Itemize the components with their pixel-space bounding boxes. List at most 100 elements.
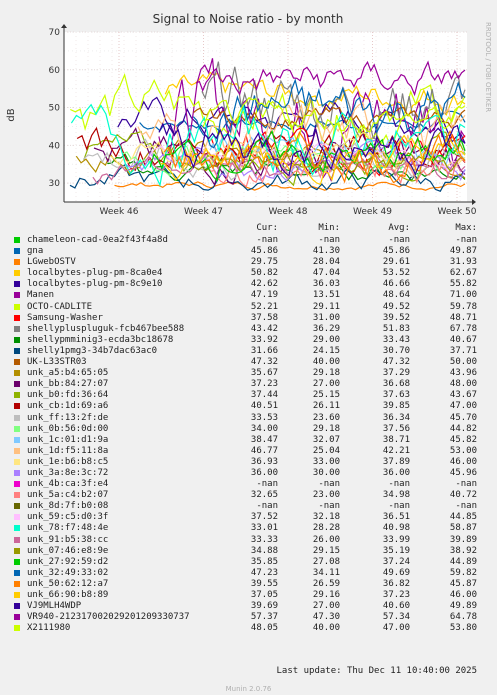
y-tick-label: 60 — [49, 66, 61, 76]
legend-swatch — [14, 436, 20, 443]
legend-avg-value: 49.69 — [382, 567, 410, 578]
legend-avg-value: -nan — [388, 501, 410, 512]
legend-avg-value: 39.52 — [382, 312, 410, 323]
legend-swatch — [14, 425, 20, 432]
legend-max-value: -nan — [455, 501, 477, 512]
legend-avg-value: 40.60 — [382, 601, 410, 612]
legend-row: unk_27:92:59:d2 35.85 27.08 37.24 44.89 — [0, 557, 497, 568]
legend-swatch — [14, 292, 20, 299]
legend-series-name: UK-L33STR03 — [27, 357, 87, 368]
legend-swatch — [14, 237, 20, 243]
legend-row: localbytes-plug-pm-8ca0e4 50.82 47.04 53.52… — [0, 268, 497, 279]
legend-header-min: Min: — [318, 223, 340, 233]
legend-min-value: 36.29 — [312, 323, 340, 334]
legend-min-value: 40.00 — [312, 357, 340, 368]
legend-avg-value: 33.43 — [382, 334, 410, 345]
legend-avg-value: 34.98 — [382, 490, 410, 501]
series-line — [70, 72, 466, 151]
legend-cur-value: 37.23 — [250, 379, 278, 390]
legend-swatch — [14, 569, 20, 576]
chart-title: Signal to Noise ratio - by month — [153, 12, 344, 26]
legend-cur-value: 33.92 — [250, 334, 278, 345]
legend-series-name: unk_78:f7:48:4e — [27, 523, 109, 534]
munin-version: Munin 2.0.76 — [225, 685, 272, 693]
legend-row: VJ9MLH4WDP 39.69 27.00 40.60 49.89 — [0, 601, 497, 612]
legend-avg-value: 47.32 — [382, 357, 410, 368]
legend-swatch — [14, 614, 20, 621]
legend-min-value: 29.00 — [312, 334, 340, 345]
legend-max-value: 37.71 — [449, 345, 477, 356]
legend-header-max: Max: — [455, 223, 477, 233]
legend-cur-value: 46.77 — [250, 445, 278, 456]
legend-series-name: gna — [27, 246, 44, 257]
legend-row: unk_8d:7f:b0:08 -nan -nan -nan -nan — [0, 501, 497, 512]
legend-row: unk_59:c5:d0:3f 37.52 32.18 36.51 44.85 — [0, 512, 497, 523]
legend-swatch — [14, 370, 20, 377]
legend-max-value: 64.78 — [449, 612, 477, 623]
legend-swatch — [14, 248, 20, 255]
legend-cur-value: 36.93 — [250, 456, 278, 467]
legend-avg-value: 37.63 — [382, 390, 410, 401]
legend-max-value: 53.00 — [449, 445, 477, 456]
series-lines — [69, 58, 466, 192]
legend-min-value: 27.08 — [312, 556, 340, 567]
legend-row: unk_0b:56:0d:00 34.00 29.18 37.56 44.82 — [0, 424, 497, 435]
legend-max-value: 58.87 — [449, 523, 477, 534]
legend-series-name: unk_5a:c4:b2:07 — [27, 490, 109, 501]
legend-avg-value: 51.83 — [382, 323, 410, 334]
legend-cur-value: 45.86 — [250, 246, 278, 257]
legend-cur-value: 37.44 — [250, 390, 278, 401]
legend-row: Manen 47.19 13.51 48.64 71.00 — [0, 290, 497, 301]
legend-max-value: 48.71 — [449, 312, 477, 323]
legend-min-value: 23.60 — [312, 412, 340, 423]
legend-series-name: VJ9MLH4WDP — [27, 601, 82, 612]
legend-series-name: unk_59:c5:d0:3f — [27, 512, 109, 523]
x-tick-label: Week 49 — [353, 207, 392, 217]
legend-swatch — [14, 458, 20, 465]
legend-min-value: 26.00 — [312, 534, 340, 545]
legend-swatch — [14, 336, 20, 343]
legend-swatch — [14, 414, 20, 421]
legend-avg-value: 49.52 — [382, 301, 410, 312]
legend-avg-value: 36.34 — [382, 412, 410, 423]
legend-series-name: localbytes-plug-pm-8c9e10 — [27, 279, 163, 290]
legend-series-name: chameleon-cad-0ea2f43f4a8d — [27, 235, 168, 245]
legend-min-value: 47.30 — [312, 612, 340, 623]
legend-cur-value: 37.52 — [250, 512, 278, 523]
legend-series-name: unk_bb:84:27:07 — [27, 379, 109, 390]
legend-series-name: localbytes-plug-pm-8ca0e4 — [27, 268, 163, 279]
series-line — [202, 96, 466, 135]
legend-row: OCTO-CADLITE 52.21 29.11 49.52 59.78 — [0, 302, 497, 313]
legend-cur-value: 29.75 — [250, 257, 278, 268]
legend-avg-value: 53.52 — [382, 268, 410, 279]
legend-cur-value: 52.21 — [250, 301, 278, 312]
legend-avg-value: 36.00 — [382, 467, 410, 478]
legend-series-name: X2111980 — [27, 623, 71, 634]
legend-cur-value: 32.65 — [250, 490, 278, 501]
legend-avg-value: 30.70 — [382, 345, 410, 356]
legend-row: unk_ff:13:2f:de 33.53 23.60 36.34 45.70 — [0, 413, 497, 424]
legend-row: unk_bb:84:27:07 37.23 27.00 36.68 48.00 — [0, 379, 497, 390]
legend-min-value: 29.15 — [312, 545, 340, 556]
legend-min-value: 36.03 — [312, 279, 340, 290]
legend-cur-value: 37.58 — [250, 312, 278, 323]
legend-series-name: LGwebOSTV — [27, 257, 76, 268]
legend-avg-value: 46.66 — [382, 279, 410, 290]
series-line — [193, 106, 466, 130]
x-tick-label: Week 48 — [269, 207, 308, 217]
x-tick-label: Week 50 — [438, 207, 477, 217]
legend-swatch — [14, 270, 20, 277]
legend-cur-value: 47.32 — [250, 357, 278, 368]
series-line — [163, 130, 466, 184]
y-tick-labels: 30 40 50 60 70 — [49, 28, 61, 189]
series-line — [160, 134, 466, 186]
legend-row: unk_50:62:12:a7 39.55 26.59 36.82 45.87 — [0, 579, 497, 590]
legend-cur-value: -nan — [256, 235, 278, 245]
legend-row: unk_66:90:b8:89 37.05 29.16 37.23 46.00 — [0, 590, 497, 601]
legend-swatch — [14, 503, 20, 510]
legend-row: localbytes-plug-pm-8c9e10 42.62 36.03 46.66… — [0, 279, 497, 290]
legend-min-value: 26.59 — [312, 578, 340, 589]
legend-series-name: unk_4b:ca:3f:e4 — [27, 479, 109, 490]
legend-min-value: 33.00 — [312, 456, 340, 467]
legend-max-value: 40.72 — [449, 490, 477, 501]
